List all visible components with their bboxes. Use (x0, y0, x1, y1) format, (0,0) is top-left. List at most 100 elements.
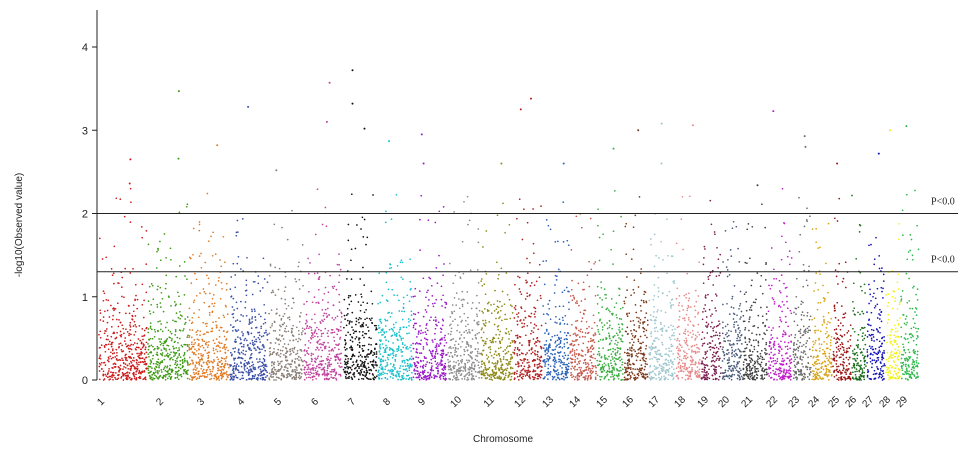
snp-point (118, 311, 121, 314)
snp-point (174, 361, 177, 364)
snp-point (644, 373, 647, 376)
snp-point (560, 337, 563, 339)
snp-point (560, 377, 563, 380)
snp-point (303, 328, 306, 331)
snp-point (252, 341, 254, 344)
snp-point (249, 348, 251, 351)
snp-point (305, 300, 308, 303)
snp-point (326, 307, 329, 310)
snp-point (475, 375, 477, 378)
snp-point (328, 346, 331, 349)
snp-point (497, 277, 499, 280)
snp-point (279, 340, 282, 342)
snp-point (389, 376, 392, 378)
snp-point (615, 332, 618, 335)
snp-point (386, 365, 388, 367)
snp-point (631, 335, 634, 337)
snp-point (357, 318, 360, 321)
snp-point (366, 236, 369, 239)
snp-point (444, 368, 446, 371)
snp-point (502, 202, 504, 205)
snp-point (121, 350, 123, 353)
snp-point (363, 218, 366, 221)
snp-point (493, 362, 495, 365)
snp-point (581, 335, 584, 338)
snp-point (570, 372, 572, 374)
snp-point (310, 338, 313, 340)
snp-point (141, 346, 144, 349)
snp-point (348, 375, 350, 378)
snp-point (104, 310, 106, 313)
snp-point (380, 358, 382, 361)
snp-point (160, 371, 163, 373)
snp-point (646, 373, 649, 376)
snp-point (476, 355, 479, 357)
snp-point (493, 303, 495, 306)
snp-point (432, 349, 434, 352)
snp-point (216, 362, 219, 365)
snp-point (637, 320, 640, 323)
snp-point (494, 340, 497, 343)
snp-point (166, 366, 168, 369)
snp-point (179, 310, 181, 313)
snp-point (107, 376, 109, 379)
snp-point (129, 187, 132, 190)
snp-point (516, 320, 519, 322)
snp-point (289, 375, 292, 377)
snp-point (596, 285, 599, 288)
snp-point (232, 347, 235, 350)
snp-point (135, 325, 138, 328)
snp-point (175, 312, 178, 314)
snp-point (202, 333, 205, 336)
snp-point (400, 259, 403, 262)
snp-point (147, 328, 150, 330)
snp-point (673, 372, 676, 374)
snp-point (327, 291, 330, 294)
snp-point (143, 353, 146, 355)
snp-point (292, 324, 294, 327)
snp-point (335, 343, 337, 346)
snp-point (216, 326, 218, 329)
snp-point (110, 268, 113, 270)
snp-point (256, 379, 259, 381)
snp-point (319, 360, 321, 363)
snp-point (132, 343, 135, 346)
snp-point (147, 300, 150, 302)
snp-point (306, 349, 308, 352)
snp-point (443, 364, 446, 367)
snp-point (205, 361, 208, 364)
snp-point (422, 348, 425, 350)
snp-point (441, 324, 444, 327)
snp-point (426, 322, 428, 325)
snp-point (601, 306, 604, 308)
snp-point (287, 363, 289, 365)
snp-point (558, 355, 561, 357)
snp-point (629, 347, 631, 349)
snp-point (470, 352, 472, 354)
snp-point (619, 356, 621, 358)
snp-point (273, 351, 275, 353)
snp-point (667, 371, 670, 373)
snp-point (195, 349, 198, 352)
snp-point (188, 319, 191, 322)
snp-point (324, 206, 327, 209)
snp-point (620, 318, 623, 320)
snp-point (345, 314, 348, 316)
snp-point (168, 368, 171, 371)
snp-point (149, 359, 152, 361)
snp-point (129, 369, 132, 371)
snp-point (356, 370, 359, 372)
snp-point (450, 311, 453, 313)
snp-point (576, 334, 579, 336)
snp-point (635, 330, 638, 333)
snp-point (546, 349, 549, 351)
snp-point (176, 363, 179, 366)
snp-point (242, 315, 244, 317)
snp-point (546, 312, 548, 315)
snp-point (192, 352, 195, 354)
snp-point (143, 363, 146, 366)
snp-point (206, 368, 208, 371)
snp-point (533, 365, 536, 367)
snp-point (528, 376, 531, 379)
snp-point (257, 361, 259, 363)
